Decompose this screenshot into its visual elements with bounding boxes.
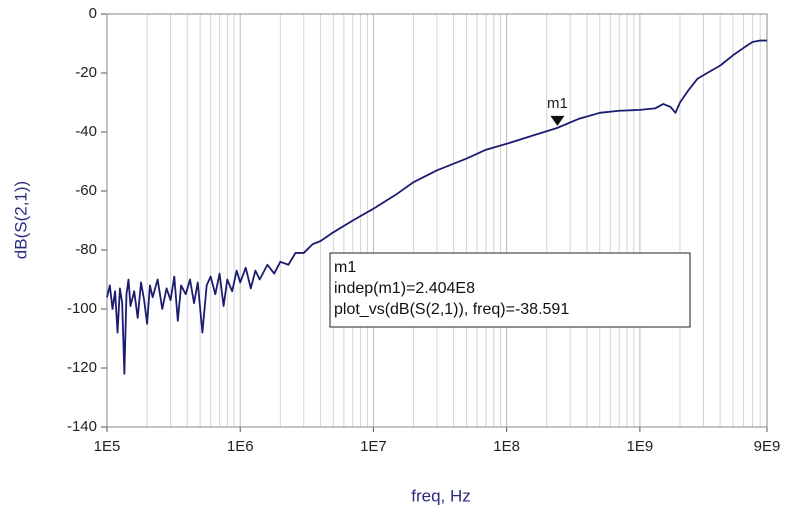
x-tick-label: 1E6: [227, 438, 254, 455]
y-tick-label: -20: [75, 64, 97, 81]
data-line: [106, 39, 767, 375]
annotation-line: plot_vs(dB(S(2,1)), freq)=-38.591: [334, 301, 569, 318]
y-axis-title: dB(S(2,1)): [11, 181, 30, 259]
marker-label: m1: [547, 95, 568, 112]
y-tick-label: -40: [75, 123, 97, 140]
y-tick-label: -100: [67, 300, 97, 317]
x-tick-label: 1E8: [493, 438, 520, 455]
x-tick-label: 1E7: [360, 438, 387, 455]
annotation-box: [329, 252, 691, 328]
y-tick-label: -140: [67, 418, 97, 435]
y-tick-label: 0: [89, 5, 97, 22]
annotation-line: m1: [334, 259, 356, 276]
y-tick-label: -120: [67, 359, 97, 376]
x-tick-label: 1E5: [94, 438, 121, 455]
y-tick-label: -60: [75, 182, 97, 199]
annotation-line: indep(m1)=2.404E8: [334, 280, 475, 297]
plot-frame: [106, 13, 768, 428]
x-tick-label: 1E9: [627, 438, 654, 455]
marker-triangle: [550, 115, 565, 126]
x-axis-title: freq, Hz: [411, 486, 471, 505]
x-tick-label: 9E9: [754, 438, 781, 455]
annotation: m1 indep(m1)=2.404E8 plot_vs(dB(S(2,1)), f…: [329, 252, 691, 328]
y-tick-label: -80: [75, 241, 97, 258]
